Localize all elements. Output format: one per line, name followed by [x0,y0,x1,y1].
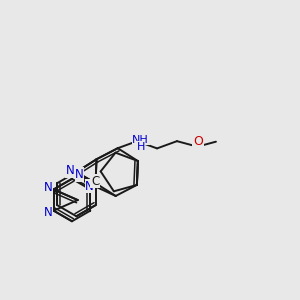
Text: C: C [91,175,99,188]
Text: N: N [85,180,94,193]
Text: N: N [75,168,84,181]
Text: N: N [44,182,53,194]
Text: N: N [44,206,53,219]
Text: O: O [193,135,203,148]
Text: NH: NH [132,135,149,145]
Text: H: H [136,142,145,152]
Text: N: N [65,164,74,177]
